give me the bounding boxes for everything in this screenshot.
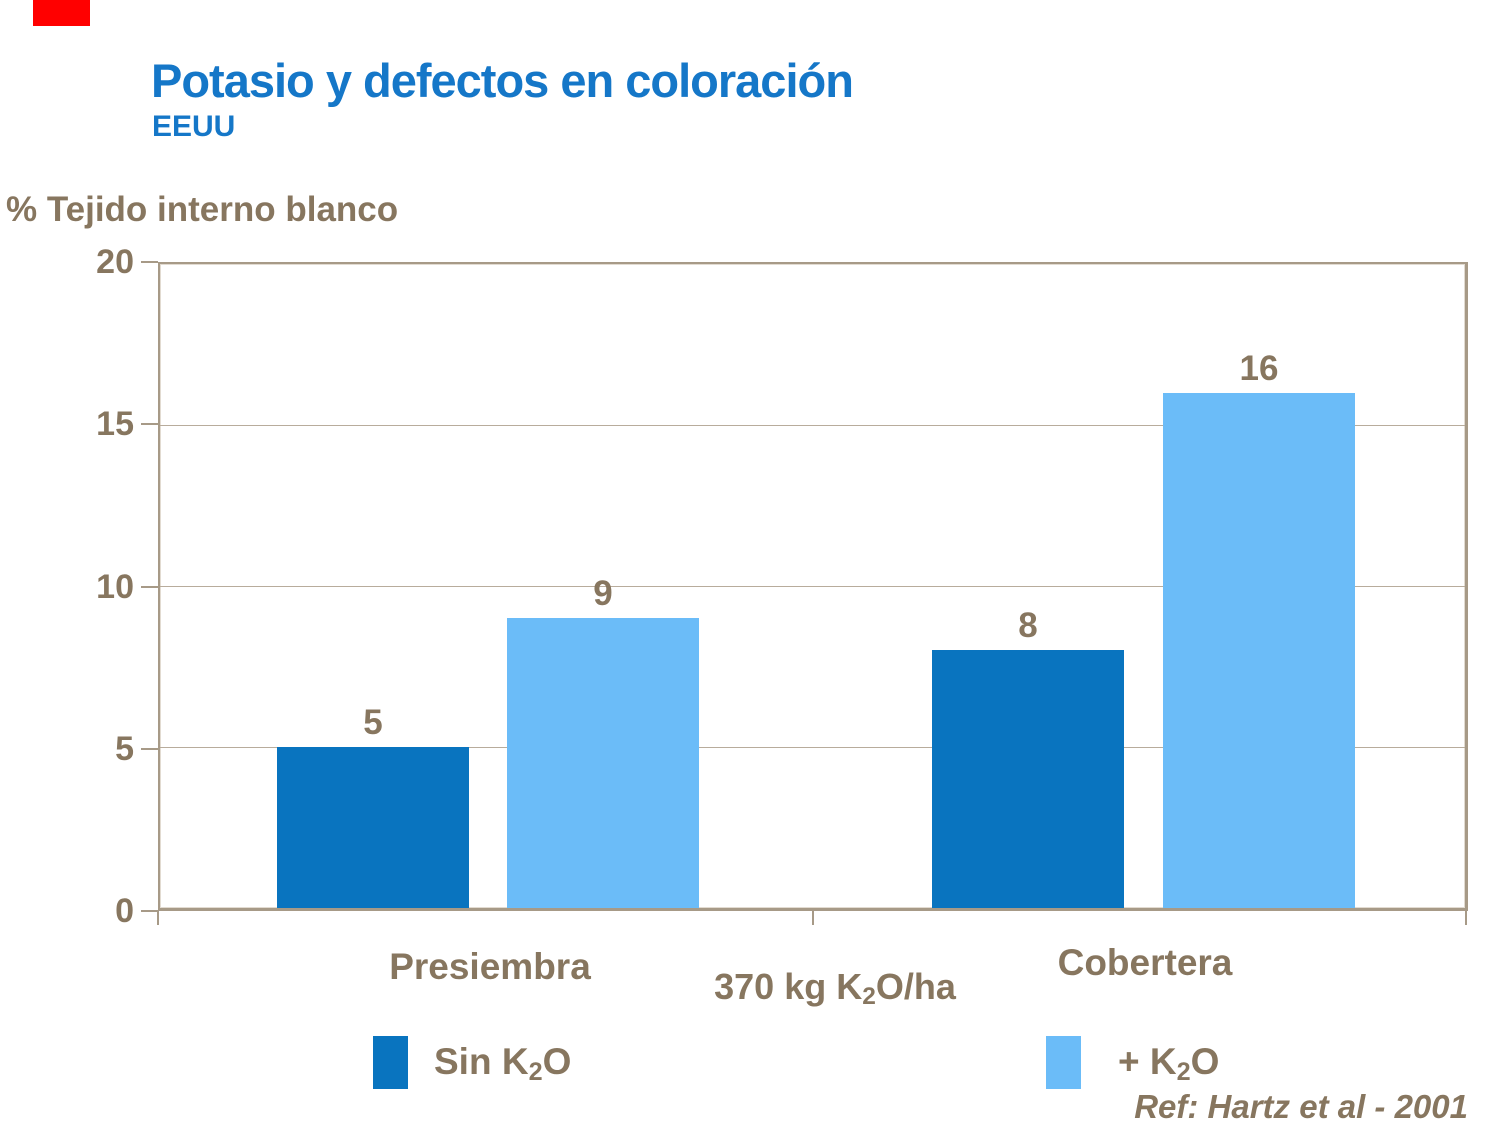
y-tick-label-0: 0: [115, 892, 134, 930]
legend-swatch-plus-k2o: [1046, 1036, 1081, 1089]
y-axis-title: % Tejido interno blanco: [6, 190, 399, 229]
legend-text: + K: [1118, 1041, 1177, 1082]
slide-title: Potasio y defectos en coloración: [151, 54, 854, 107]
slide-subtitle: EEUU: [152, 110, 236, 143]
legend-subscript: 2: [528, 1057, 543, 1086]
y-tick-mark: [141, 910, 158, 912]
bar-value-label: 5: [363, 703, 383, 742]
category-label-cobertera: Cobertera: [1057, 942, 1233, 983]
gridline-10: [160, 586, 1465, 587]
legend-subscript: 2: [1176, 1057, 1191, 1086]
x-tick-mark: [812, 911, 814, 925]
legend-label-sin-k2o: Sin K2O: [434, 1040, 571, 1084]
dose-annotation: 370 kg K2O/ha: [655, 966, 1015, 1011]
legend-text: O: [1190, 1041, 1220, 1082]
bar-group-presiembra-sin: 5: [277, 264, 469, 908]
category-label-presiembra: Presiembra: [389, 946, 591, 987]
bar-group-presiembra-plus: 9: [507, 264, 699, 908]
gridline-5: [160, 747, 1465, 748]
y-tick-label-20: 20: [96, 243, 134, 281]
bar-value-label: 16: [1239, 348, 1279, 388]
bar-value-label: 9: [593, 574, 613, 614]
bar-group-cobertera-plus: 16: [1163, 264, 1355, 908]
bar-value-label: 8: [1018, 606, 1038, 646]
plot-area: 5 9 8 16: [158, 262, 1468, 911]
annotation-text: 370 kg K: [714, 966, 863, 1007]
bar-cobertera-plus-k2o: [1163, 392, 1355, 908]
bar-cobertera-sin-k2o: [932, 650, 1124, 908]
y-tick-label-5: 5: [115, 730, 134, 768]
y-tick-mark: [141, 748, 158, 750]
y-tick-label-10: 10: [96, 568, 134, 606]
x-tick-mark: [1465, 911, 1467, 925]
bar-group-cobertera-sin: 8: [932, 264, 1124, 908]
legend-text: O: [542, 1041, 572, 1082]
legend-label-plus-k2o: + K2O: [1118, 1040, 1219, 1084]
gridline-15: [160, 425, 1465, 426]
annotation-text: O/ha: [875, 966, 956, 1007]
y-tick-mark: [141, 586, 158, 588]
y-tick-mark: [141, 261, 158, 263]
x-tick-mark: [157, 911, 159, 925]
red-accent-bar: [33, 0, 90, 26]
y-tick-label-15: 15: [96, 405, 134, 443]
annotation-subscript: 2: [862, 983, 876, 1011]
bar-presiembra-sin-k2o: [277, 747, 469, 908]
y-tick-mark: [141, 423, 158, 425]
reference-text: Ref: Hartz et al - 2001: [1134, 1088, 1468, 1125]
legend-swatch-sin-k2o: [373, 1036, 408, 1089]
legend-text: Sin K: [434, 1041, 529, 1082]
bar-presiembra-plus-k2o: [507, 618, 699, 908]
